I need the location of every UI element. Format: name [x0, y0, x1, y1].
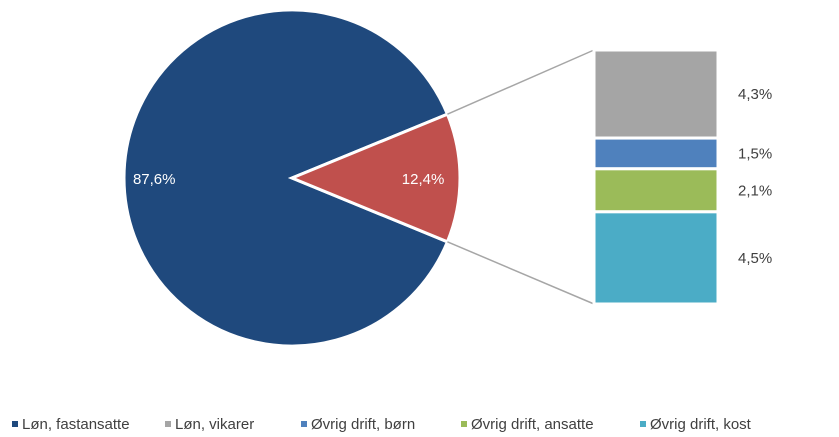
bar-label: 1,5%: [738, 145, 772, 162]
legend-label: Løn, fastansatte: [22, 416, 130, 433]
legend-swatch: [461, 421, 467, 427]
bar-segment: [592, 136, 720, 171]
pie-slice: [288, 112, 462, 244]
legend-swatch: [640, 421, 646, 427]
connector: [447, 241, 595, 305]
legend-label: Øvrig drift, kost: [650, 416, 752, 433]
pie-label: 87,6%: [133, 171, 176, 188]
bar-label: 2,1%: [738, 182, 772, 199]
legend-swatch: [165, 421, 171, 427]
bar-segment: [592, 48, 720, 140]
legend-swatch: [301, 421, 307, 427]
bar-label: 4,5%: [738, 250, 772, 267]
legend-label: Øvrig drift, ansatte: [471, 416, 594, 433]
legend-swatch: [12, 421, 18, 427]
legend-label: Øvrig drift, børn: [311, 416, 415, 433]
legend-label: Løn, vikarer: [175, 416, 254, 433]
bar-segment: [592, 167, 720, 214]
pie-slice: [122, 8, 450, 348]
pie-label: 12,4%: [402, 171, 445, 188]
connector: [447, 49, 595, 115]
bar-segment: [592, 210, 720, 306]
bar-label: 4,3%: [738, 86, 772, 103]
